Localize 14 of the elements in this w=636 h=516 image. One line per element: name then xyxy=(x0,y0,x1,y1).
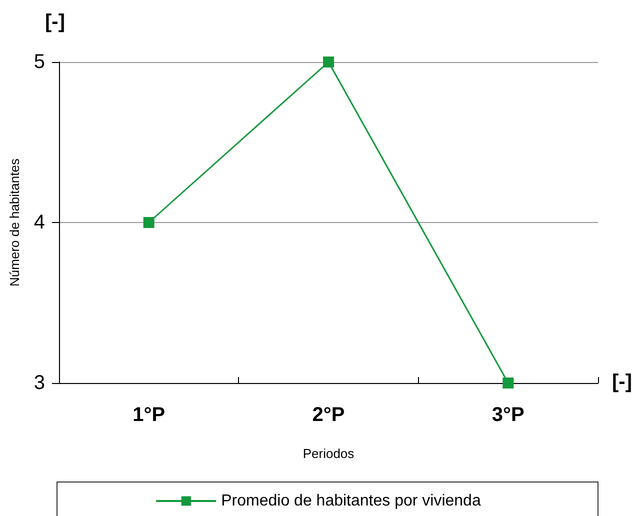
text: [-] xyxy=(45,11,65,33)
point xyxy=(502,378,514,388)
point xyxy=(143,217,154,228)
x-tick-label: 2°P xyxy=(312,404,345,426)
legend-label: Promedio de habitantes por vivienda xyxy=(221,492,481,510)
x-axis-title: Periodos xyxy=(302,446,355,461)
point xyxy=(323,56,334,68)
x-tick-label: 1°P xyxy=(132,404,166,426)
y-axis-title: Número de habitantes xyxy=(7,158,22,286)
y-tick-label: 4 xyxy=(34,212,45,234)
y-tick-label: 3 xyxy=(34,372,45,394)
y-tick-label: 5 xyxy=(34,51,45,73)
x-tick-label: 3°P xyxy=(492,404,524,426)
text: [-] xyxy=(612,371,632,393)
